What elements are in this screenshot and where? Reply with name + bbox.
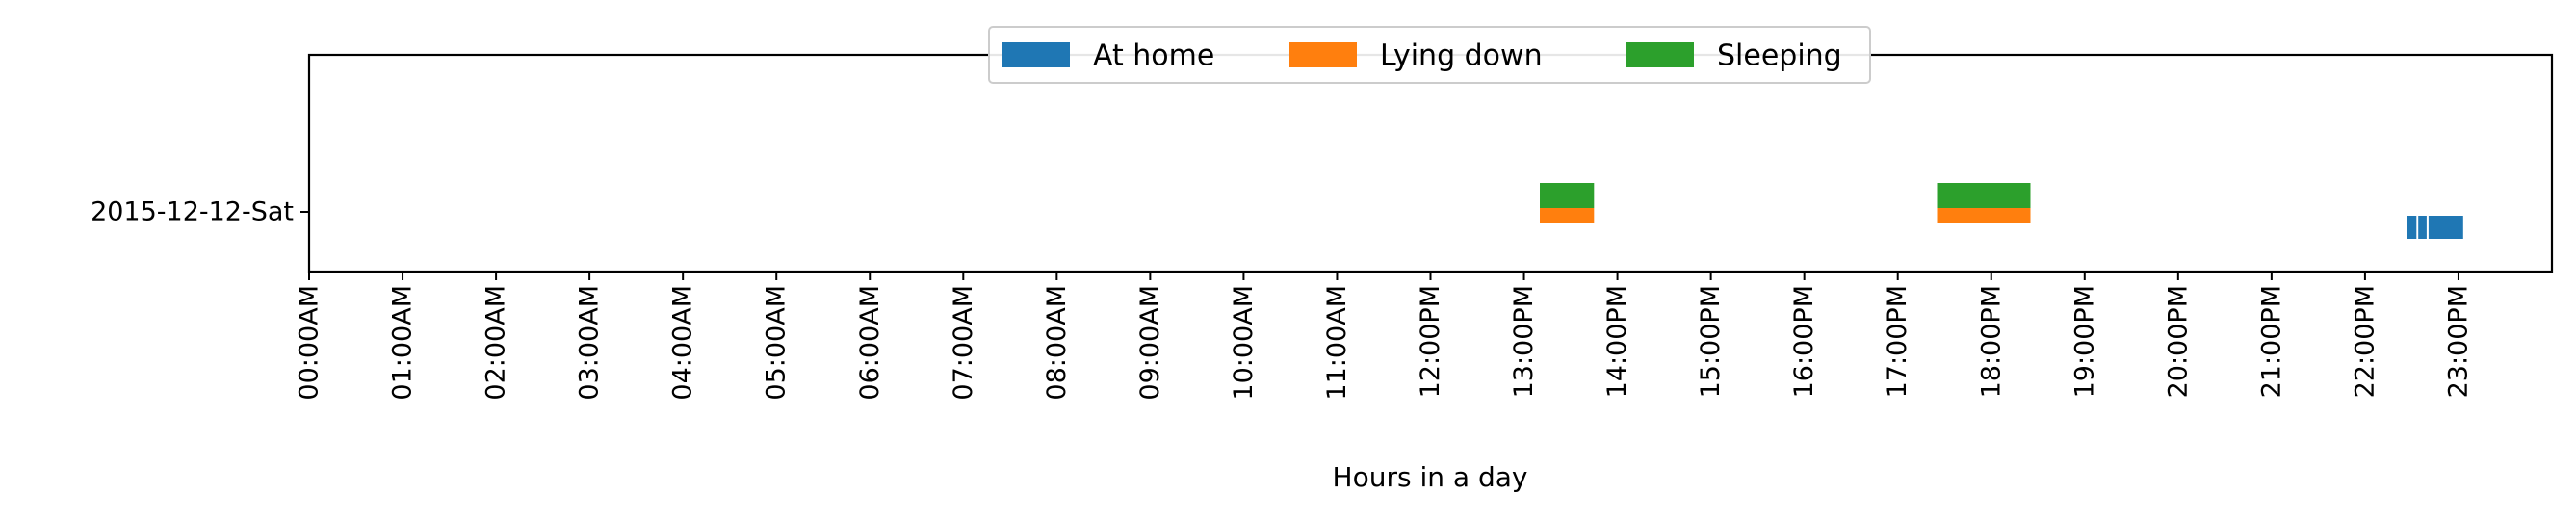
x-tick-label: 11:00AM	[1322, 285, 1352, 401]
legend-label-lying-down: Lying down	[1380, 39, 1543, 73]
bars-layer	[1540, 183, 2463, 239]
x-tick-label: 13:00PM	[1509, 285, 1539, 398]
x-tick-label: 05:00AM	[762, 285, 792, 401]
x-tick-label: 08:00AM	[1042, 285, 1072, 401]
x-tick-label: 16:00PM	[1789, 285, 1819, 398]
bar-at-home-2	[2428, 216, 2463, 239]
x-tick-label: 15:00PM	[1696, 285, 1726, 398]
bar-sleeping-0	[1540, 183, 1595, 208]
plot-frame	[307, 53, 2554, 273]
x-tick-label: 00:00AM	[295, 285, 325, 401]
x-tick-label: 02:00AM	[481, 285, 511, 401]
x-tick-label: 22:00PM	[2350, 285, 2380, 398]
bar-at-home-0	[2407, 216, 2417, 239]
x-tick-label: 03:00AM	[575, 285, 605, 401]
x-tick-label: 07:00AM	[949, 285, 978, 401]
x-tick-label: 01:00AM	[388, 285, 418, 401]
bar-sleeping-1	[1937, 183, 2031, 208]
legend-label-at-home: At home	[1093, 39, 1214, 73]
x-tick-label: 18:00PM	[1976, 285, 2006, 398]
legend-swatch-sleeping	[1626, 42, 1694, 67]
x-tick-label: 19:00PM	[2069, 285, 2099, 398]
bar-at-home-1	[2418, 216, 2427, 239]
bar-lying-down-1	[1937, 208, 2031, 223]
y-tick-label: 2015-12-12-Sat	[91, 197, 294, 227]
legend-label-sleeping: Sleeping	[1717, 39, 1842, 73]
x-tick-label: 14:00PM	[1602, 285, 1632, 398]
y-axis-ticks: 2015-12-12-Sat	[91, 197, 309, 227]
x-axis-ticks: 00:00AM 01:00AM 02:00AM 03:00AM 04:00AM 05:00…	[295, 272, 2474, 401]
x-tick-label: 04:00AM	[668, 285, 698, 401]
x-tick-label: 12:00PM	[1416, 285, 1445, 398]
x-tick-label: 10:00AM	[1229, 285, 1259, 401]
legend-box	[988, 26, 1871, 84]
x-axis-label: Hours in a day	[1333, 461, 1528, 493]
legend: At home Lying down Sleeping	[988, 26, 1871, 84]
x-tick-label: 21:00PM	[2256, 285, 2286, 398]
x-tick-label: 06:00AM	[855, 285, 885, 401]
x-tick-label: 23:00PM	[2444, 285, 2474, 398]
x-tick-label: 20:00PM	[2163, 285, 2193, 398]
x-tick-label: 09:00AM	[1135, 285, 1165, 401]
bar-lying-down-0	[1540, 208, 1595, 223]
legend-swatch-lying-down	[1289, 42, 1357, 67]
legend-swatch-at-home	[1002, 42, 1070, 67]
x-tick-label: 17:00PM	[1883, 285, 1912, 398]
